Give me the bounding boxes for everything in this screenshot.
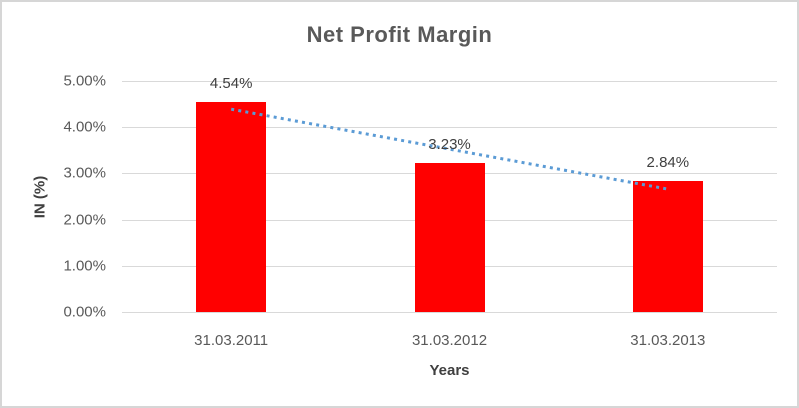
- bar-value-label: 3.23%: [428, 135, 471, 153]
- y-tick-label: 0.00%: [63, 303, 106, 321]
- y-tick-label: 1.00%: [63, 257, 106, 275]
- plot-area: [122, 81, 777, 313]
- gridline: [122, 81, 777, 82]
- bar: [632, 180, 703, 312]
- x-category-label: 31.03.2012: [411, 332, 488, 349]
- bar: [414, 162, 485, 312]
- bar: [196, 102, 267, 312]
- bar-value-label: 2.84%: [646, 153, 690, 171]
- x-category-label: 31.03.2013: [630, 332, 706, 349]
- chart-title: Net Profit Margin: [306, 22, 493, 47]
- y-tick-label: 3.00%: [63, 164, 106, 182]
- y-tick-label: 2.00%: [63, 211, 106, 229]
- y-tick-label: 4.00%: [63, 118, 106, 136]
- y-tick-label: 5.00%: [63, 72, 106, 90]
- x-axis-title: Years: [429, 362, 470, 379]
- x-category-label: 31.03.2011: [194, 332, 269, 349]
- bar-value-label: 4.54%: [209, 75, 253, 93]
- gridline: [122, 312, 777, 313]
